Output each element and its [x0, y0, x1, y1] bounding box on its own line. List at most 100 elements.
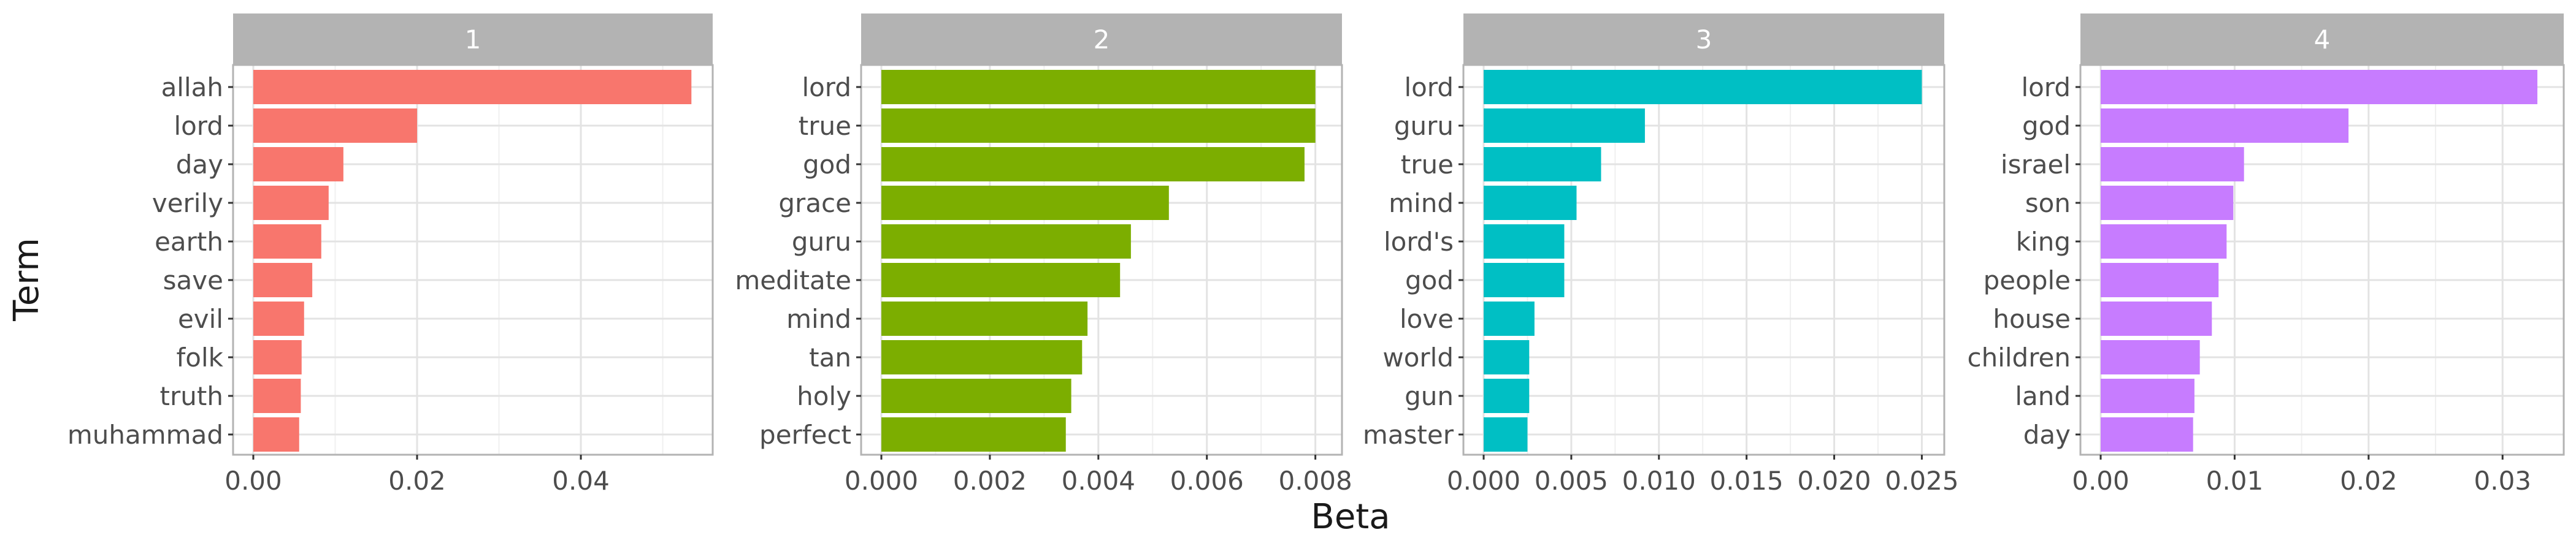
y-tick-label: earth — [155, 227, 223, 257]
bar-lord — [253, 108, 418, 143]
bar-lord — [1484, 70, 1922, 104]
bar-save — [253, 263, 313, 297]
y-tick-label: lord — [802, 72, 851, 102]
bar-grace — [881, 186, 1169, 220]
y-tick-label: son — [2025, 188, 2071, 218]
x-tick-label: 0.000 — [845, 466, 918, 496]
y-tick-label: lord — [174, 111, 223, 141]
x-tick-label: 0.004 — [1062, 466, 1135, 496]
bar-guru — [1484, 108, 1645, 143]
bar-perfect — [881, 417, 1066, 452]
y-tick-label: children — [1967, 343, 2071, 373]
facet-strip-label: 2 — [1094, 25, 1110, 55]
bar-mind — [881, 302, 1088, 336]
panel-border — [2079, 64, 2565, 456]
facet-strip-background — [1463, 13, 1944, 65]
y-tick-label: perfect — [759, 420, 851, 450]
bar-tan — [881, 340, 1083, 374]
y-tick-label: people — [1984, 265, 2071, 295]
x-tick-label: 0.00 — [224, 466, 282, 496]
y-tick-label: muhammad — [67, 420, 223, 450]
y-tick-label: day — [176, 150, 223, 180]
y-tick-label: god — [1405, 265, 1454, 295]
y-tick-label: holy — [797, 381, 851, 411]
bar-land — [2101, 379, 2195, 413]
y-tick-label: truth — [160, 381, 223, 411]
facets-layer: 1 allah lord day verily earth save evil folk trut… — [67, 13, 2565, 496]
bar-meditate — [881, 263, 1121, 297]
y-tick-label: true — [799, 111, 851, 141]
y-tick-label: guru — [792, 227, 851, 257]
bar-mind — [1484, 186, 1577, 220]
x-tick-label: 0.020 — [1797, 466, 1871, 496]
y-tick-label: master — [1363, 420, 1454, 450]
x-tick-label: 0.02 — [2340, 466, 2398, 496]
bar-muhammad — [253, 417, 299, 452]
y-tick-label: god — [2022, 111, 2071, 141]
bar-people — [2101, 263, 2219, 297]
y-tick-label: save — [163, 265, 223, 295]
y-tick-label: gun — [1405, 381, 1454, 411]
y-tick-label: day — [2023, 420, 2071, 450]
y-tick-label: israel — [2001, 150, 2071, 180]
facet-strip-background — [2080, 13, 2564, 65]
panel-border — [860, 64, 1343, 456]
x-tick-label: 0.00 — [2072, 466, 2129, 496]
bar-allah — [253, 70, 692, 104]
facet-strip-background — [233, 13, 713, 65]
x-tick-label: 0.015 — [1710, 466, 1784, 496]
y-tick-label: king — [2016, 227, 2071, 257]
x-tick-label: 0.02 — [388, 466, 446, 496]
bar-son — [2101, 186, 2234, 220]
x-tick-label: 0.008 — [1278, 466, 1352, 496]
facet-strip-label: 1 — [465, 25, 481, 55]
panel-border — [1462, 64, 1945, 456]
y-tick-label: land — [2015, 381, 2071, 411]
facet-panel-2: 2 lord true god grace guru meditate mind tan holy… — [735, 13, 1352, 496]
y-tick-label: world — [1382, 343, 1454, 373]
x-tick-label: 0.005 — [1535, 466, 1608, 496]
x-tick-label: 0.04 — [552, 466, 610, 496]
y-tick-label: evil — [178, 304, 223, 334]
facet-strip-label: 3 — [1696, 25, 1712, 55]
bar-lord — [2101, 70, 2538, 104]
y-tick-label: mind — [1389, 188, 1454, 218]
x-tick-label: 0.000 — [1447, 466, 1520, 496]
bar-world — [1484, 340, 1530, 374]
bar-evil — [253, 302, 304, 336]
y-tick-label: folk — [177, 343, 224, 373]
panel-border — [232, 64, 714, 456]
bar-lord — [881, 70, 1316, 104]
y-tick-label: meditate — [735, 265, 851, 295]
y-tick-label: house — [1993, 304, 2071, 334]
y-tick-label: guru — [1394, 111, 1454, 141]
bar-verily — [253, 186, 329, 220]
facet-panel-3: 3 lord guru true mind lord's god love world gun ma… — [1363, 13, 1959, 496]
y-tick-label: lord — [2021, 72, 2071, 102]
bar-guru — [881, 224, 1131, 259]
y-tick-label: true — [1401, 150, 1454, 180]
x-tick-label: 0.006 — [1170, 466, 1244, 496]
y-tick-label: grace — [778, 188, 851, 218]
y-tick-label: lord — [1404, 72, 1454, 102]
x-tick-label: 0.01 — [2206, 466, 2264, 496]
y-tick-label: god — [803, 150, 851, 180]
x-tick-label: 0.03 — [2474, 466, 2532, 496]
y-tick-label: verily — [152, 188, 223, 218]
x-tick-label: 0.010 — [1622, 466, 1696, 496]
bar-israel — [2101, 147, 2244, 181]
bar-earth — [253, 224, 321, 259]
bar-god — [1484, 263, 1565, 297]
facet-strip-background — [861, 13, 1342, 65]
x-axis-title: Beta — [1311, 497, 1390, 537]
bar-day — [2101, 417, 2193, 452]
y-tick-label: allah — [161, 72, 223, 102]
bar-lord's — [1484, 224, 1565, 259]
x-tick-label: 0.025 — [1885, 466, 1958, 496]
bar-holy — [881, 379, 1071, 413]
bar-true — [881, 108, 1316, 143]
facet-panel-1: 1 allah lord day verily earth save evil folk trut… — [67, 13, 714, 496]
bar-god — [881, 147, 1305, 181]
bar-master — [1484, 417, 1528, 452]
